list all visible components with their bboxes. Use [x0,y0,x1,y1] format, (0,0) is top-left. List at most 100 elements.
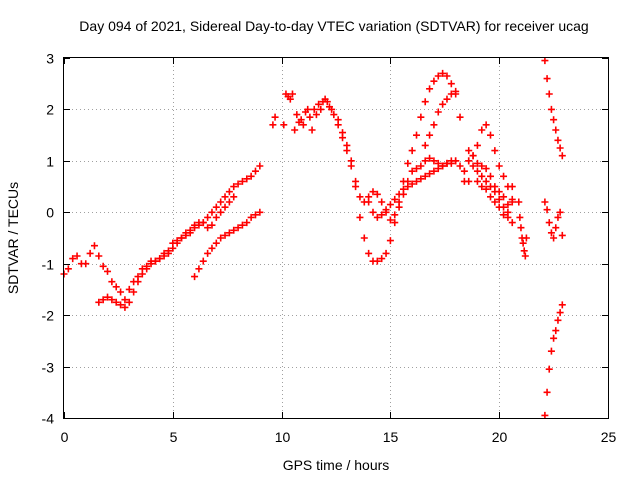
data-point [365,198,373,206]
data-point [310,105,318,113]
data-point [330,111,338,119]
data-point [251,167,259,175]
data-point [552,126,560,134]
data-point [178,234,186,242]
data-point [182,229,190,237]
data-point [208,221,216,229]
data-point [378,255,386,263]
data-point [191,273,199,281]
data-point [486,172,494,180]
chart-title: Day 094 of 2021, Sidereal Day-to-day VTE… [79,18,588,34]
data-point [280,121,288,129]
data-point [104,293,112,301]
data-point [478,126,486,134]
data-point [430,121,438,129]
y-tick-label: 0 [46,205,54,221]
data-point [386,237,394,245]
data-point [556,309,564,317]
data-point [291,126,299,134]
series-4 [269,90,336,134]
data-point [408,167,416,175]
data-point [395,190,403,198]
data-point [269,121,277,129]
data-point [121,303,129,311]
data-point [495,162,503,170]
series-8 [421,87,460,149]
data-point [147,260,155,268]
data-point [469,152,477,160]
data-point [312,111,320,119]
data-point [64,265,72,273]
data-point [212,203,220,211]
data-point [558,231,566,239]
data-point [495,195,503,203]
data-point [543,388,551,396]
data-point [556,144,564,152]
data-point [378,198,386,206]
data-point [339,129,347,137]
data-point [256,162,264,170]
data-point [516,213,524,221]
data-point [382,249,390,257]
data-point [204,249,212,257]
data-point [447,90,455,98]
data-point [482,185,490,193]
data-point [465,157,473,165]
data-point [408,147,416,155]
data-point [556,208,564,216]
data-point [195,265,203,273]
data-point [478,183,486,191]
series-1 [60,162,264,304]
data-point [504,201,512,209]
data-point [73,252,81,260]
data-point [404,159,412,167]
data-point [547,347,555,355]
data-point [430,157,438,165]
data-point [156,255,164,263]
data-point [460,167,468,175]
data-point [426,85,434,93]
data-point [413,177,421,185]
data-point [199,219,207,227]
data-point [486,183,494,191]
x-axis-label: GPS time / hours [283,457,390,473]
data-point [491,198,499,206]
data-point [134,278,142,286]
data-point [108,296,116,304]
data-point [347,157,355,165]
data-point [369,208,377,216]
data-point [204,213,212,221]
plot-area [60,57,566,419]
y-axis-label: SDTVAR / TECUs [5,182,21,294]
series-3 [191,208,264,281]
data-point [104,267,112,275]
data-point [519,239,527,247]
data-point [221,203,229,211]
data-point [234,180,242,188]
data-point [413,165,421,173]
data-point [391,219,399,227]
data-point [138,270,146,278]
data-point [543,206,551,214]
data-point [386,216,394,224]
y-tick-label: -1 [42,257,55,273]
data-point [439,69,447,77]
data-point [456,113,464,121]
data-point [317,105,325,113]
data-point [391,211,399,219]
data-point [395,203,403,211]
data-point [271,113,279,121]
data-point [221,193,229,201]
data-point [558,152,566,160]
data-point [473,159,481,167]
data-point [426,170,434,178]
data-point [417,162,425,170]
y-tick-label: -4 [42,411,55,427]
data-point [399,185,407,193]
data-point [417,113,425,121]
y-tick-label: -3 [42,360,55,376]
data-point [554,213,562,221]
data-point [421,98,429,106]
data-point [482,121,490,129]
series-5 [330,69,464,265]
